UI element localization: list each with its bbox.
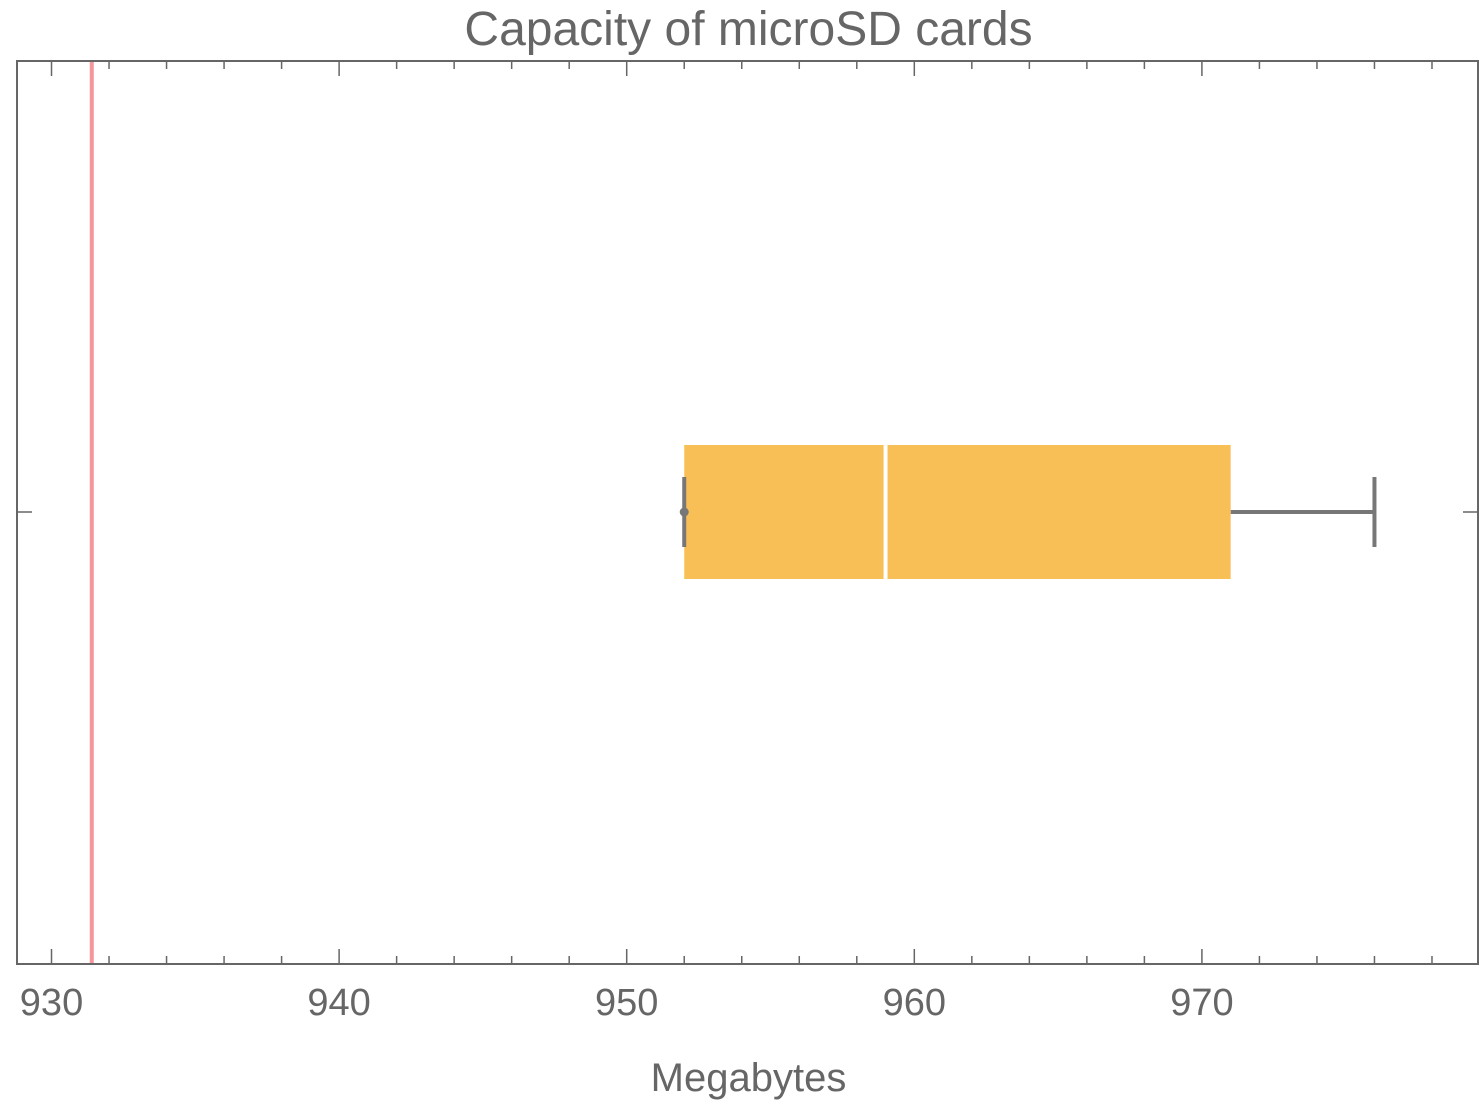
chart-title: Capacity of microSD cards — [464, 3, 1033, 56]
x-tick-label: 940 — [307, 982, 370, 1024]
x-tick-label: 930 — [20, 982, 83, 1024]
marks-layer — [89, 62, 1377, 963]
x-tick-label: 970 — [1170, 982, 1233, 1024]
ticks-layer: 930 940 950 960 970 — [17, 61, 1478, 1024]
x-axis-label: Megabytes — [650, 1056, 847, 1100]
x-tick-label: 960 — [883, 982, 946, 1024]
lower-whisker-point — [679, 507, 689, 517]
x-tick-label: 950 — [595, 982, 658, 1024]
box-iqr — [684, 445, 1231, 579]
